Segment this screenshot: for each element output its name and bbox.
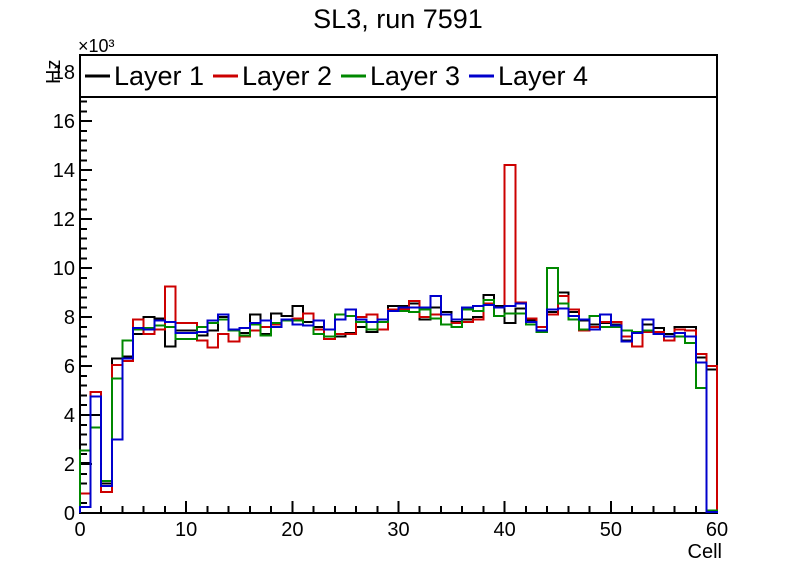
x-tick-label: 0 xyxy=(74,519,85,541)
x-axis-title: Cell xyxy=(688,541,722,563)
legend-label-layer-4: Layer 4 xyxy=(498,61,588,91)
y-tick-label: 6 xyxy=(64,356,75,378)
x-tick-label: 40 xyxy=(494,519,516,541)
legend-entry-layer-1: Layer 1 xyxy=(85,61,204,91)
y-tick-label: 2 xyxy=(64,454,75,476)
legend-entry-layer-2: Layer 2 xyxy=(213,61,332,91)
legend-label-layer-2: Layer 2 xyxy=(242,61,332,91)
x-tick-label: 10 xyxy=(175,519,197,541)
x-tick-label: 60 xyxy=(706,519,728,541)
x-tick-label: 20 xyxy=(281,519,303,541)
y-tick-label: 10 xyxy=(53,258,75,280)
y-tick-label: 8 xyxy=(64,307,75,329)
legend-label-layer-1: Layer 1 xyxy=(114,61,204,91)
plot-title: SL3, run 7591 xyxy=(313,4,483,34)
legend-entry-layer-3: Layer 3 xyxy=(341,61,460,91)
y-axis-title: Hz xyxy=(43,60,65,84)
histogram-line-layer-4 xyxy=(79,295,718,513)
y-axis-multiplier: ×10³ xyxy=(78,36,115,56)
plot-frame xyxy=(79,54,718,514)
legend: Layer 1 Layer 2 Layer 3 Layer 4 xyxy=(79,54,718,98)
y-tick-label: 0 xyxy=(64,503,75,525)
legend-entry-layer-4: Layer 4 xyxy=(469,61,588,91)
axes-layer: 0 10 20 30 40 50 60 0 2 4 6 8 10 12 14 16 18 xyxy=(53,62,728,541)
series-layer xyxy=(79,164,718,513)
legend-label-layer-3: Layer 3 xyxy=(370,61,460,91)
x-tick-label: 30 xyxy=(387,519,409,541)
y-tick-label: 14 xyxy=(53,160,75,182)
y-tick-label: 16 xyxy=(53,111,75,133)
y-tick-label: 4 xyxy=(64,405,75,427)
y-tick-label: 18 xyxy=(53,62,75,84)
x-tick-label: 50 xyxy=(600,519,622,541)
legend-frame xyxy=(79,54,718,98)
y-tick-label: 12 xyxy=(53,209,75,231)
